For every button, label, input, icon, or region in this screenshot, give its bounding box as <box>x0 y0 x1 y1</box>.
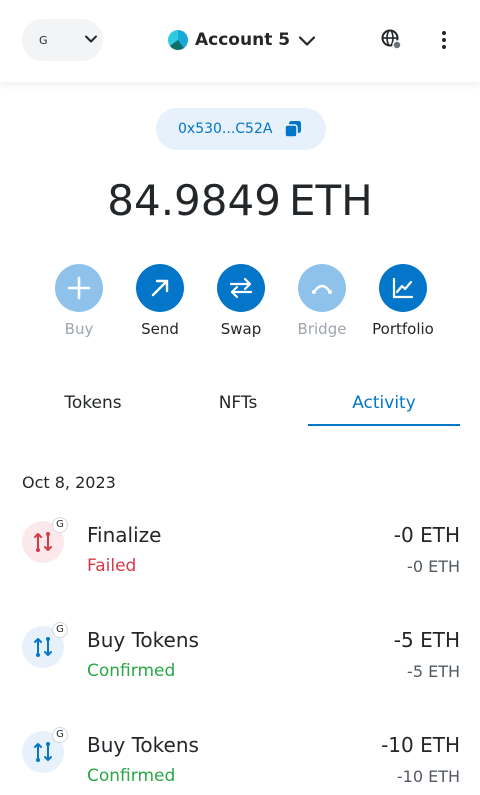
tab-nfts[interactable]: NFTs <box>218 393 258 413</box>
transaction-secondary-amount: -5 ETH <box>407 662 460 681</box>
network-avatar: G <box>39 33 48 47</box>
balance-unit: ETH <box>288 176 373 225</box>
network-badge: G <box>52 517 68 533</box>
network-badge: G <box>52 622 68 638</box>
send-button-circle <box>136 264 184 312</box>
transaction-item[interactable]: G Finalize Failed -0 ETH -0 ETH <box>0 517 480 601</box>
chart-line-icon <box>392 277 414 299</box>
buy-button[interactable]: Buy <box>39 264 119 338</box>
transaction-secondary-amount: -10 ETH <box>396 767 460 786</box>
plus-icon <box>67 276 91 300</box>
balance-amount: 84.9849 <box>107 176 281 225</box>
transaction-item[interactable]: G Buy Tokens Confirmed -10 ETH -10 ETH <box>0 727 480 795</box>
swap-label: Swap <box>220 320 262 338</box>
account-name: Account 5 <box>195 30 291 50</box>
copy-icon <box>284 121 301 138</box>
swap-arrows-icon <box>229 277 253 299</box>
activity-date: Oct 8, 2023 <box>22 473 116 492</box>
arrow-up-right-icon <box>151 279 169 297</box>
transaction-icon-wrap: G <box>22 622 68 670</box>
bridge-button-circle <box>298 264 346 312</box>
portfolio-button[interactable]: Portfolio <box>363 264 443 338</box>
transaction-status: Failed <box>87 556 137 576</box>
portfolio-label: Portfolio <box>372 320 434 338</box>
transaction-status: Confirmed <box>87 661 176 681</box>
portfolio-button-circle <box>379 264 427 312</box>
account-avatar <box>168 30 188 50</box>
transaction-secondary-amount: -0 ETH <box>407 557 460 576</box>
account-chevron-down-icon <box>298 36 316 46</box>
chevron-down-icon <box>85 35 97 43</box>
buy-button-circle <box>55 264 103 312</box>
transaction-title: Buy Tokens <box>87 733 199 757</box>
address-copy-button[interactable]: 0x530...C52A <box>156 108 326 150</box>
swap-button[interactable]: Swap <box>201 264 281 338</box>
send-button[interactable]: Send <box>120 264 200 338</box>
bridge-button[interactable]: Bridge <box>282 264 362 338</box>
transaction-title: Finalize <box>87 523 162 547</box>
transaction-amount: -5 ETH <box>393 628 460 652</box>
account-address: 0x530...C52A <box>178 121 273 137</box>
account-picker[interactable]: Account 5 <box>168 27 316 53</box>
kebab-menu-icon[interactable] <box>433 28 455 52</box>
balance-display: 84.9849 ETH <box>0 176 480 225</box>
tab-tokens[interactable]: Tokens <box>64 393 122 413</box>
bridge-icon <box>312 284 332 294</box>
network-badge: G <box>52 727 68 743</box>
action-buttons: Buy Send Swap Bridge <box>0 264 480 344</box>
transaction-icon-circle <box>22 521 64 563</box>
interaction-arrows-icon <box>34 742 52 762</box>
transaction-item[interactable]: G Buy Tokens Confirmed -5 ETH -5 ETH <box>0 622 480 706</box>
buy-label: Buy <box>64 320 94 338</box>
transaction-status: Confirmed <box>87 766 176 786</box>
app-header: G Account 5 <box>0 0 480 82</box>
transaction-icon-wrap: G <box>22 517 68 565</box>
transaction-icon-wrap: G <box>22 727 68 775</box>
bridge-label: Bridge <box>297 320 347 338</box>
interaction-arrows-icon <box>34 532 52 552</box>
transaction-title: Buy Tokens <box>87 628 199 652</box>
send-label: Send <box>141 320 179 338</box>
network-selector[interactable]: G <box>22 19 103 61</box>
transaction-amount: -10 ETH <box>381 733 460 757</box>
transaction-amount: -0 ETH <box>393 523 460 547</box>
swap-button-circle <box>217 264 265 312</box>
asset-tabs: Tokens NFTs Activity <box>20 384 460 426</box>
tab-activity[interactable]: Activity <box>308 384 460 426</box>
globe-icon[interactable] <box>380 28 402 50</box>
interaction-arrows-icon <box>34 637 52 657</box>
